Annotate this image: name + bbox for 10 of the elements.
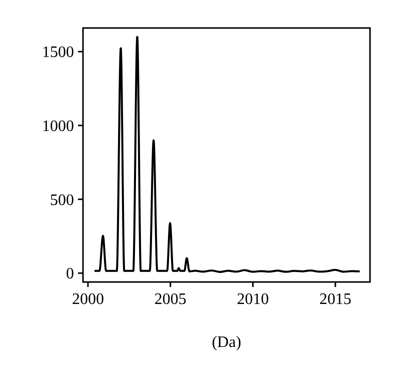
x-axis-title: (Da) bbox=[212, 334, 242, 351]
y-tick-label: 1500 bbox=[42, 44, 74, 62]
y-tick-label: 500 bbox=[50, 192, 74, 209]
x-tick-label: 2010 bbox=[236, 291, 269, 308]
x-tick-label: 2005 bbox=[154, 291, 186, 308]
x-tick-label: 2015 bbox=[319, 291, 352, 308]
y-tick-label: 1000 bbox=[42, 118, 74, 135]
line-series bbox=[94, 36, 361, 273]
x-tick-label: 2000 bbox=[72, 291, 104, 308]
y-tick-label: 0 bbox=[66, 266, 74, 283]
